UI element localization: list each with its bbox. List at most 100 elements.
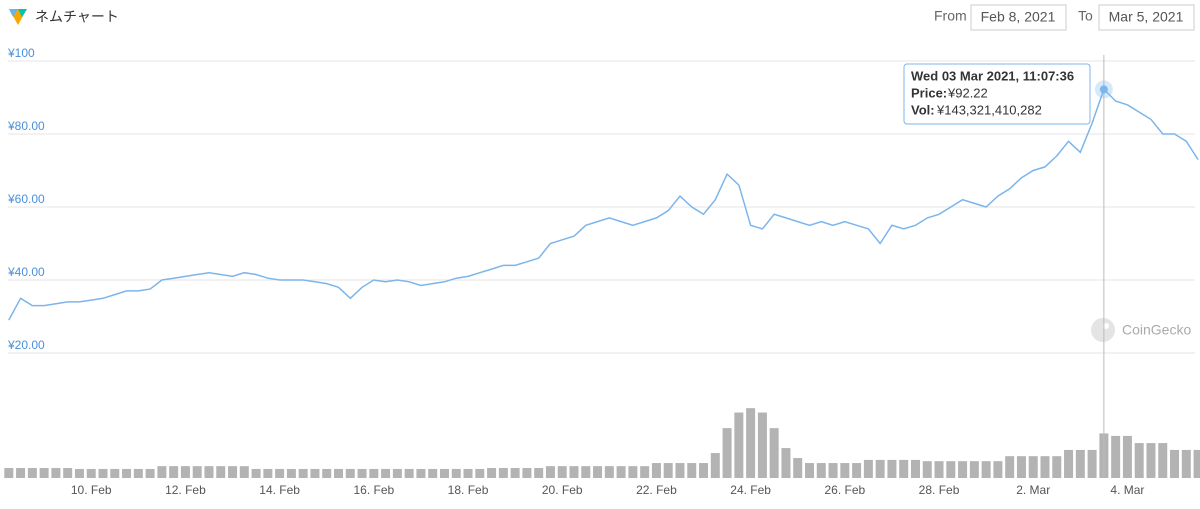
volume-bar — [946, 461, 956, 478]
volume-bar — [852, 463, 862, 478]
volume-bar — [1170, 449, 1180, 478]
volume-bar — [463, 468, 473, 478]
y-tick-label: ¥60.00 — [7, 192, 45, 206]
volume-bar — [286, 468, 296, 478]
volume-bar — [404, 468, 414, 478]
x-tick-label: 16. Feb — [353, 483, 394, 497]
tooltip-price: ¥92.22 — [947, 85, 988, 100]
watermark-text: CoinGecko — [1122, 322, 1191, 338]
volume-bar — [593, 466, 603, 478]
to-input[interactable] — [1098, 4, 1195, 31]
volume-bar — [157, 466, 167, 478]
volume-bar — [498, 468, 508, 478]
volume-bar — [239, 466, 249, 478]
volume-bar — [1134, 443, 1144, 478]
volume-bar — [828, 463, 838, 478]
volume-bar — [569, 466, 579, 478]
volume-bar — [4, 468, 14, 478]
volume-bar — [934, 461, 944, 478]
y-tick-label: ¥100 — [7, 46, 35, 60]
volume-bar — [640, 466, 650, 478]
volume-bar — [439, 468, 449, 478]
volume-bar — [958, 461, 968, 478]
y-tick-label: ¥40.00 — [7, 265, 45, 279]
volume-bar — [699, 463, 709, 478]
volume-bar — [557, 466, 567, 478]
volume-bar — [722, 428, 732, 478]
volume-bar — [534, 468, 544, 478]
x-tick-label: 28. Feb — [919, 483, 960, 497]
volume-bar — [1075, 449, 1085, 478]
volume-bar — [545, 466, 555, 478]
volume-bar — [1181, 449, 1191, 478]
volume-bar — [581, 466, 591, 478]
x-tick-label: 12. Feb — [165, 483, 206, 497]
x-tick-label: 24. Feb — [730, 483, 771, 497]
tooltip-price-label: Price: — [911, 85, 947, 100]
volume-bar — [616, 466, 626, 478]
volume-bar — [840, 463, 850, 478]
from-label: From — [934, 8, 967, 24]
volume-bar — [86, 468, 96, 478]
volume-bar — [74, 468, 84, 478]
volume-bar — [910, 459, 920, 478]
volume-bar — [275, 468, 285, 478]
volume-bar — [1028, 456, 1038, 478]
volume-bar — [522, 468, 532, 478]
volume-bar — [863, 459, 873, 478]
volume-bar — [392, 468, 402, 478]
volume-bar — [899, 459, 909, 478]
tooltip-box — [903, 63, 1091, 125]
x-tick-label: 14. Feb — [259, 483, 300, 497]
volume-bar — [993, 461, 1003, 478]
volume-bar — [322, 468, 332, 478]
volume-bar — [969, 461, 979, 478]
volume-bar — [1087, 449, 1097, 478]
x-tick-label: 2. Mar — [1016, 483, 1050, 497]
volume-bar — [604, 466, 614, 478]
x-tick-label: 22. Feb — [636, 483, 677, 497]
volume-bar — [228, 466, 238, 478]
volume-bar — [216, 466, 226, 478]
volume-bar — [757, 412, 767, 478]
volume-bar — [793, 458, 803, 478]
volume-bar — [169, 466, 179, 478]
from-input[interactable] — [970, 4, 1067, 31]
volume-bar — [251, 468, 261, 478]
volume-bar — [416, 468, 426, 478]
volume-bar — [192, 466, 202, 478]
volume-bar — [428, 468, 438, 478]
volume-bar — [1016, 456, 1026, 478]
volume-bar — [63, 468, 73, 478]
volume-bar — [1052, 456, 1062, 478]
to-label: To — [1078, 8, 1093, 24]
volume-bar — [298, 468, 308, 478]
volume-bar — [27, 468, 37, 478]
volume-bar — [51, 468, 61, 478]
volume-bar — [1111, 435, 1121, 478]
volume-bar — [1005, 456, 1015, 478]
volume-bar — [451, 468, 461, 478]
volume-bar — [628, 466, 638, 478]
volume-bar — [887, 459, 897, 478]
volume-bar — [710, 453, 720, 478]
volume-bar — [98, 468, 108, 478]
volume-bar — [1040, 456, 1050, 478]
chart-title: ネムチャート — [35, 9, 119, 25]
volume-bar — [1193, 449, 1200, 478]
volume-bar — [369, 468, 379, 478]
volume-bar — [805, 463, 814, 478]
to-value[interactable]: Mar 5, 2021 — [1109, 9, 1184, 25]
from-value[interactable]: Feb 8, 2021 — [981, 9, 1056, 25]
volume-bar — [475, 468, 485, 478]
volume-bar — [675, 463, 685, 478]
x-tick-label: 26. Feb — [824, 483, 865, 497]
volume-bar — [334, 468, 343, 478]
volume-bar — [263, 468, 273, 478]
tooltip: Wed 03 Mar 2021, 11:07:36 Price: ¥92.22 Vol… — [903, 63, 1091, 125]
volume-bar — [16, 468, 26, 478]
volume-bar — [816, 463, 826, 478]
volume-bar — [381, 468, 391, 478]
x-tick-label: 20. Feb — [542, 483, 583, 497]
price-line — [8, 88, 1199, 321]
